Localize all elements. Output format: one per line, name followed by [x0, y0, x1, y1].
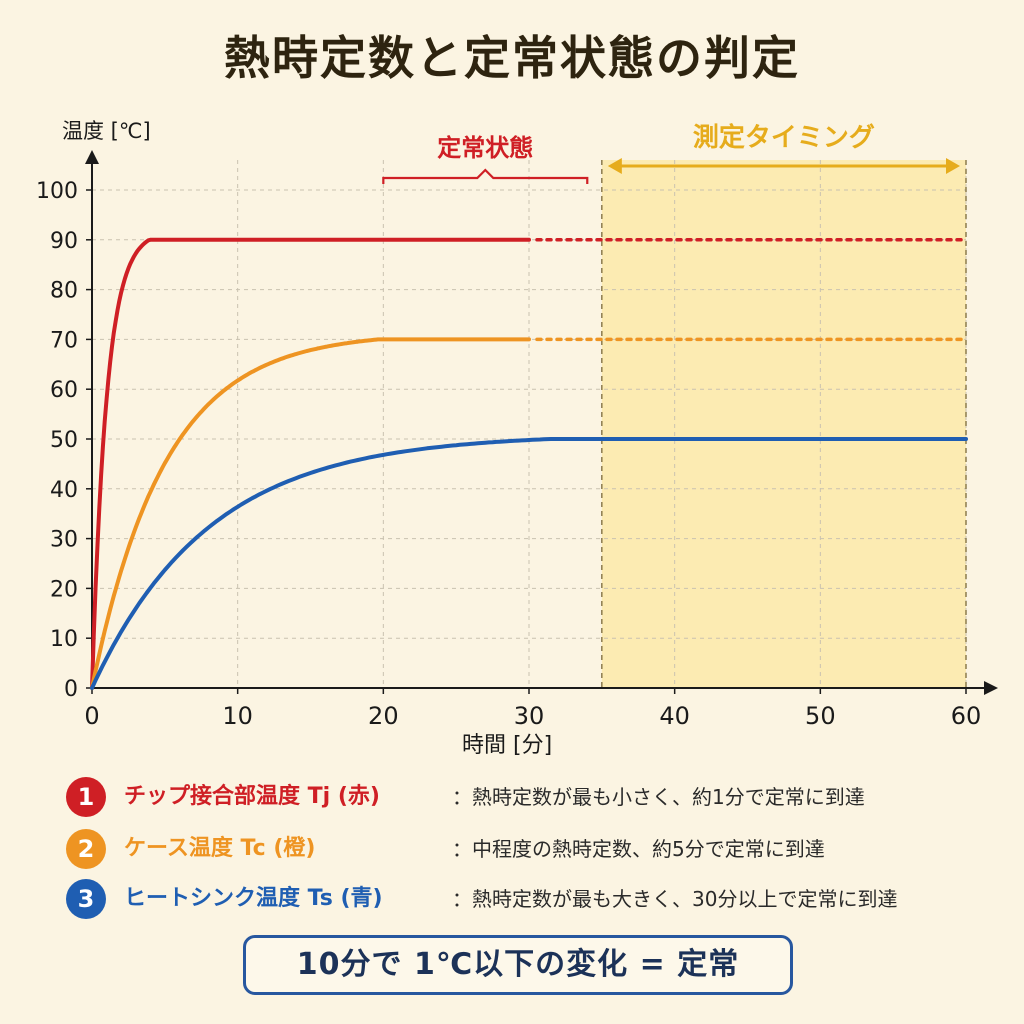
series-line-tc: [90, 337, 531, 690]
x-tick-label: 30: [514, 702, 545, 730]
measurement-window-area: [601, 160, 966, 688]
legend-item-tj: 1 チップ接合部温度 Tj (赤) ：熱時定数が最も小さく、約1分で定常に到達: [66, 775, 986, 819]
measurement-timing-arrowhead-right: [946, 158, 960, 174]
y-tick-label: 70: [50, 328, 78, 353]
y-axis-label: 温度 [℃]: [62, 119, 151, 143]
x-tick-label: 50: [805, 702, 836, 730]
y-tick-label: 50: [50, 428, 78, 453]
steady-state-label: 定常状態: [437, 134, 533, 162]
x-tick-label: 10: [222, 702, 253, 730]
x-tick-label: 20: [368, 702, 399, 730]
y-tick-label: 20: [50, 577, 78, 602]
legend-item-ts: 3 ヒートシンク温度 Ts (青) ：熱時定数が最も大きく、30分以上で定常に到…: [66, 877, 986, 921]
x-axis-label: 時間 [分]: [462, 733, 552, 758]
temperature-chart: 0 10 20 30 40 50 60 70 80 90 100 0 10 20 30 40 50 60 温度 [℃…: [36, 119, 998, 758]
y-tick-label: 40: [50, 478, 78, 503]
series-line-tj: [90, 237, 531, 690]
y-tick-label: 100: [36, 179, 78, 204]
x-axis-arrow: [984, 681, 998, 695]
legend-number-badge: 2: [66, 829, 106, 869]
x-tick-label: 0: [84, 702, 99, 730]
steady-state-bracket: [382, 168, 589, 184]
legend-number-badge: 3: [66, 879, 106, 919]
legend-item-tc: 2 ケース温度 Tc (橙) ：中程度の熱時定数、約5分で定常に到達: [66, 827, 986, 871]
y-tick-label: 30: [50, 528, 78, 553]
chart-title: 熱時定数と定常状態の判定: [224, 31, 800, 85]
legend-series-name: ヒートシンク温度 Ts (青): [124, 886, 383, 911]
x-tick-label: 60: [951, 702, 982, 730]
legend-series-name: チップ接合部温度 Tj (赤): [124, 784, 380, 809]
legend-series-description: ：熱時定数が最も小さく、約1分で定常に到達: [452, 785, 865, 809]
conclusion-box: 10分で 1℃以下の変化 = 定常: [243, 935, 793, 995]
legend-series-name: ケース温度 Tc (橙): [124, 836, 316, 861]
measurement-timing-arrowhead-left: [607, 158, 622, 174]
x-tick-label: 40: [659, 702, 690, 730]
y-tick-label: 10: [50, 627, 78, 652]
legend-series-description: ：中程度の熱時定数、約5分で定常に到達: [452, 837, 825, 861]
legend-number-badge: 1: [66, 777, 106, 817]
measurement-timing-label: 測定タイミング: [693, 122, 875, 153]
y-tick-label: 60: [50, 378, 78, 403]
y-tick-label: 90: [50, 229, 78, 254]
legend-series-description: ：熱時定数が最も大きく、30分以上で定常に到達: [452, 887, 898, 911]
y-tick-label: 80: [50, 279, 78, 304]
y-tick-label: 0: [64, 677, 78, 702]
series-line-ts: [90, 437, 968, 690]
y-axis-arrow: [85, 150, 99, 164]
